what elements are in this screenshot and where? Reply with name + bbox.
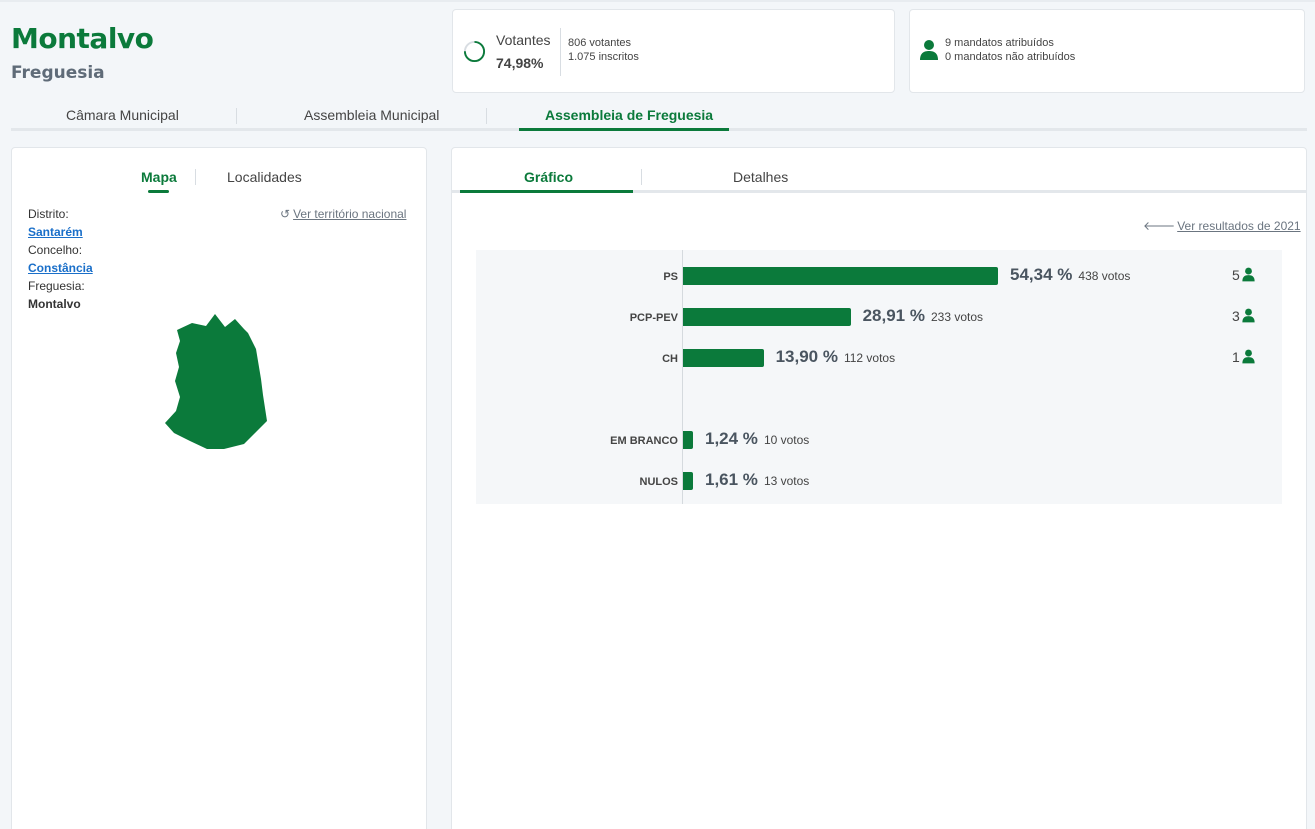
seats-count: 5 bbox=[1232, 267, 1240, 283]
person-icon bbox=[920, 40, 938, 60]
distrito-link[interactable]: Santarém bbox=[28, 225, 83, 239]
active-tab-indicator bbox=[519, 128, 729, 131]
seats-count: 3 bbox=[1232, 308, 1240, 324]
result-row: CH 13,90 % 112 votos 1 bbox=[476, 347, 1282, 371]
result-bar bbox=[683, 472, 693, 490]
page-subtitle: Freguesia bbox=[11, 63, 105, 83]
result-value: 28,91 % 233 votos bbox=[863, 306, 983, 326]
result-votes: 13 votos bbox=[763, 474, 810, 488]
result-votes: 438 votos bbox=[1078, 269, 1131, 283]
active-tab-indicator bbox=[148, 190, 169, 193]
votantes-percent: 74,98% bbox=[496, 55, 544, 71]
person-icon bbox=[1242, 349, 1255, 364]
freguesia-label: Freguesia: bbox=[28, 279, 85, 293]
ver-territorio-label: Ver território nacional bbox=[293, 207, 407, 221]
result-value: 54,34 % 438 votos bbox=[1010, 265, 1130, 285]
results-panel: Gráfico Detalhes 🡐 Ver resultados de 2021… bbox=[451, 147, 1307, 829]
tabs-rule bbox=[452, 190, 1306, 193]
votantes-count: 806 votantes bbox=[568, 37, 631, 49]
result-bar bbox=[683, 267, 998, 285]
tab-detalhes[interactable]: Detalhes bbox=[733, 169, 789, 185]
result-bar bbox=[683, 349, 764, 367]
concelho-link[interactable]: Constância bbox=[28, 261, 93, 275]
seats-count: 1 bbox=[1232, 349, 1240, 365]
ver-territorio-nacional-link[interactable]: ↺ Ver território nacional bbox=[280, 207, 406, 221]
mandatos-nao-atribuidos: 0 mandatos não atribuídos bbox=[945, 51, 1076, 63]
result-row: PS 54,34 % 438 votos 5 bbox=[476, 265, 1282, 289]
arrow-left-icon: 🡐 bbox=[1143, 219, 1176, 233]
result-percent: 1,24 % bbox=[705, 429, 758, 448]
result-seats: 5 bbox=[1232, 267, 1255, 283]
party-label: EM BRANCO bbox=[610, 435, 678, 447]
tab-divider bbox=[195, 169, 196, 185]
tab-camara-municipal[interactable]: Câmara Municipal bbox=[66, 107, 179, 123]
tab-localidades[interactable]: Localidades bbox=[227, 169, 302, 185]
progress-ring-icon bbox=[463, 40, 486, 63]
result-votes: 10 votos bbox=[763, 433, 810, 447]
map-panel: Mapa Localidades Distrito: Santarém Conc… bbox=[11, 147, 427, 829]
result-row: EM BRANCO 1,24 % 10 votos bbox=[476, 429, 1282, 453]
party-label: CH bbox=[662, 353, 678, 365]
result-row: PCP-PEV 28,91 % 233 votos 3 bbox=[476, 306, 1282, 330]
person-icon bbox=[1242, 308, 1255, 323]
result-value: 1,24 % 10 votos bbox=[705, 429, 809, 449]
result-percent: 54,34 % bbox=[1010, 265, 1073, 284]
undo-icon: ↺ bbox=[280, 207, 291, 221]
results-chart: PS 54,34 % 438 votos 5 PCP-PEV 28,91 % 233 vot… bbox=[476, 250, 1282, 504]
tab-mapa[interactable]: Mapa bbox=[141, 169, 177, 185]
ver-resultados-2021-link[interactable]: 🡐 Ver resultados de 2021 bbox=[1143, 218, 1301, 233]
tab-assembleia-municipal[interactable]: Assembleia Municipal bbox=[304, 107, 440, 123]
main-tabs: Câmara Municipal Assembleia Municipal As… bbox=[11, 100, 1307, 132]
mandatos-atribuidos: 9 mandatos atribuídos bbox=[945, 37, 1054, 49]
result-bar bbox=[683, 308, 851, 326]
freguesia-map[interactable] bbox=[162, 311, 272, 451]
party-label: PS bbox=[663, 271, 678, 283]
tab-assembleia-freguesia[interactable]: Assembleia de Freguesia bbox=[545, 107, 714, 123]
votantes-card: Votantes 74,98% 806 votantes 1.075 inscr… bbox=[452, 9, 895, 93]
active-tab-indicator bbox=[460, 190, 633, 193]
result-value: 1,61 % 13 votos bbox=[705, 470, 809, 490]
result-seats: 3 bbox=[1232, 308, 1255, 324]
concelho-label: Concelho: bbox=[28, 243, 83, 257]
result-bar bbox=[683, 431, 693, 449]
tab-divider bbox=[486, 108, 487, 124]
result-row: NULOS 1,61 % 13 votos bbox=[476, 470, 1282, 494]
party-label: PCP-PEV bbox=[629, 312, 678, 324]
distrito-label: Distrito: bbox=[28, 207, 69, 221]
divider bbox=[560, 28, 561, 76]
inscritos-count: 1.075 inscritos bbox=[568, 51, 639, 63]
result-percent: 28,91 % bbox=[862, 306, 925, 325]
chart-axis bbox=[682, 250, 683, 504]
tab-divider bbox=[236, 108, 237, 124]
result-votes: 233 votos bbox=[930, 310, 984, 324]
votantes-label: Votantes bbox=[496, 32, 551, 48]
result-percent: 13,90 % bbox=[775, 347, 838, 366]
freguesia-value: Montalvo bbox=[28, 297, 81, 311]
mandatos-card: 9 mandatos atribuídos 0 mandatos não atr… bbox=[909, 9, 1305, 93]
page-title: Montalvo bbox=[11, 22, 154, 55]
ver-resultados-label: Ver resultados de 2021 bbox=[1177, 219, 1301, 233]
result-votes: 112 votos bbox=[843, 351, 896, 365]
top-border bbox=[0, 0, 1315, 2]
party-label: NULOS bbox=[639, 476, 679, 488]
result-value: 13,90 % 112 votos bbox=[776, 347, 896, 367]
person-icon bbox=[1242, 267, 1255, 282]
result-seats: 1 bbox=[1232, 349, 1255, 365]
result-percent: 1,61 % bbox=[705, 470, 758, 489]
tab-grafico[interactable]: Gráfico bbox=[524, 169, 574, 185]
tab-divider bbox=[641, 169, 642, 185]
